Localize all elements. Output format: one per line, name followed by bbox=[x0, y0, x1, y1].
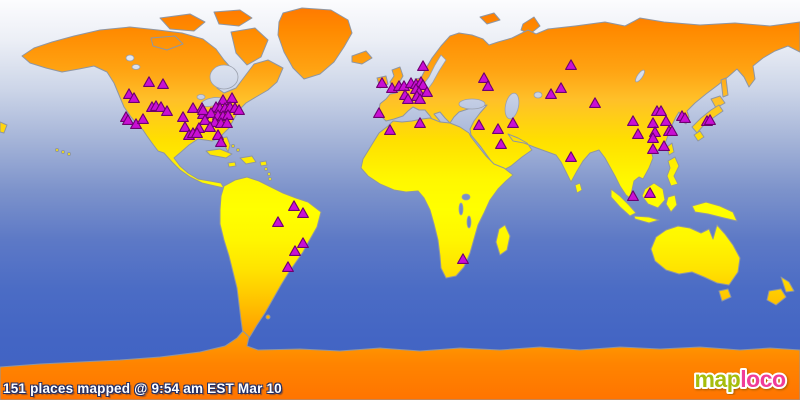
place-marker bbox=[137, 113, 149, 124]
tasmania bbox=[718, 288, 732, 302]
place-marker bbox=[128, 92, 140, 103]
place-marker bbox=[565, 151, 577, 162]
place-marker bbox=[478, 72, 490, 83]
place-marker bbox=[288, 200, 300, 211]
place-marker bbox=[204, 121, 216, 132]
iceland bbox=[351, 50, 373, 65]
place-marker bbox=[417, 79, 429, 90]
place-marker bbox=[492, 123, 504, 134]
place-marker bbox=[289, 245, 301, 256]
place-marker bbox=[495, 138, 507, 149]
place-marker bbox=[272, 216, 284, 227]
place-marker bbox=[197, 104, 209, 115]
place-marker bbox=[627, 190, 639, 201]
place-marker bbox=[666, 125, 678, 136]
chukotka-wrap bbox=[0, 121, 8, 134]
maploco-logo-graphic: maploco bbox=[692, 364, 788, 394]
southeast-asia-islands bbox=[610, 142, 738, 224]
place-marker bbox=[233, 104, 245, 115]
place-marker bbox=[658, 140, 670, 151]
place-marker bbox=[565, 59, 577, 70]
place-marker bbox=[161, 105, 173, 116]
place-marker bbox=[155, 101, 167, 112]
place-marker bbox=[589, 97, 601, 108]
place-marker bbox=[627, 115, 639, 126]
place-marker bbox=[660, 115, 672, 126]
place-marker bbox=[421, 86, 433, 97]
place-marker bbox=[297, 207, 309, 218]
madagascar bbox=[495, 224, 511, 256]
status-text: 151 places mapped @ 9:54 am EST Mar 10 bbox=[3, 381, 282, 396]
place-marker bbox=[215, 136, 227, 147]
south-america bbox=[219, 176, 322, 342]
caribbean-islands bbox=[55, 144, 272, 320]
australia bbox=[650, 224, 741, 286]
place-marker bbox=[199, 114, 211, 125]
place-marker bbox=[647, 132, 659, 143]
place-marker bbox=[632, 128, 644, 139]
place-marker bbox=[187, 102, 199, 113]
new-zealand bbox=[766, 276, 795, 306]
status-bar: 151 places mapped @ 9:54 am EST Mar 10 bbox=[3, 381, 282, 396]
place-marker bbox=[221, 117, 233, 128]
place-marker bbox=[143, 76, 155, 87]
place-marker bbox=[417, 60, 429, 71]
place-marker bbox=[644, 187, 656, 198]
place-marker bbox=[376, 77, 388, 88]
place-marker bbox=[217, 94, 229, 105]
sri-lanka bbox=[574, 182, 583, 194]
logo-text-loco: loco bbox=[740, 366, 786, 392]
place-marker bbox=[282, 261, 294, 272]
markers-layer bbox=[120, 59, 716, 272]
maploco-logo[interactable]: maploco bbox=[684, 363, 796, 400]
place-marker bbox=[157, 78, 169, 89]
place-marker bbox=[414, 117, 426, 128]
place-marker bbox=[704, 114, 716, 125]
place-marker bbox=[482, 80, 494, 91]
svg-text:maploco: maploco bbox=[694, 366, 786, 392]
place-marker bbox=[177, 111, 189, 122]
place-marker bbox=[402, 93, 414, 104]
place-marker bbox=[647, 117, 659, 128]
place-marker bbox=[414, 93, 426, 104]
place-marker bbox=[555, 82, 567, 93]
africa bbox=[360, 117, 514, 279]
place-marker bbox=[457, 253, 469, 264]
place-marker bbox=[205, 107, 217, 118]
place-marker bbox=[473, 119, 485, 130]
inland-seas-and-lakes bbox=[125, 54, 645, 229]
arctic-islands bbox=[150, 9, 541, 66]
place-marker bbox=[373, 107, 385, 118]
place-marker bbox=[647, 143, 659, 154]
place-marker bbox=[297, 237, 309, 248]
antarctica bbox=[0, 330, 800, 400]
eurasia bbox=[378, 17, 800, 199]
place-marker bbox=[384, 124, 396, 135]
place-marker bbox=[122, 114, 134, 125]
logo-text-map: map bbox=[694, 366, 740, 392]
place-marker bbox=[545, 88, 557, 99]
place-marker bbox=[179, 121, 191, 132]
place-marker bbox=[655, 105, 667, 116]
place-marker bbox=[191, 127, 203, 138]
place-marker bbox=[507, 117, 519, 128]
place-marker bbox=[226, 92, 238, 103]
greenland bbox=[277, 7, 353, 80]
place-marker bbox=[679, 112, 691, 123]
